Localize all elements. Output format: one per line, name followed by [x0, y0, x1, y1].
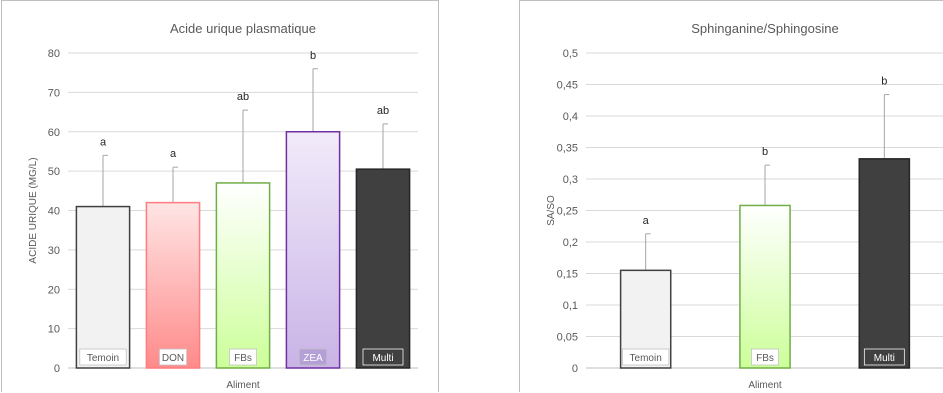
category-label-box [299, 348, 327, 366]
significance-letter: b [881, 76, 887, 88]
significance-letter: ab [377, 105, 389, 117]
uric-acid-chart-panel: Acide urique plasmatique 0 10 20 30 40 50 60 70 8… [1, 0, 439, 392]
significance-letter: b [762, 146, 768, 158]
y-tick-label: 80 [48, 48, 60, 60]
category-label-box [229, 348, 257, 366]
y-tick-label: 0,15 [557, 269, 578, 281]
y-tick-label: 50 [48, 166, 60, 178]
y-tick-label: 0,5 [563, 48, 578, 60]
y-axis-label: SA/SO [546, 195, 557, 226]
category-label: Temoin [630, 353, 662, 364]
y-tick-label: 70 [48, 87, 60, 99]
y-tick-label: 0 [54, 363, 60, 375]
y-tick-label: 0,2 [563, 237, 578, 249]
significance-letter: b [310, 50, 316, 62]
chart-title: Acide urique plasmatique [170, 21, 316, 36]
category-label: FBs [756, 353, 774, 364]
y-tick-label: 40 [48, 206, 60, 218]
category-label-box [159, 348, 187, 366]
category-label-box [863, 348, 905, 366]
bar-multi [858, 158, 911, 369]
significance-letter: a [170, 148, 177, 160]
category-label-box [622, 348, 670, 366]
significance-letter: a [643, 215, 650, 227]
bar-don [145, 201, 201, 369]
chart-title: Sphinganine/Sphingosine [691, 21, 838, 36]
y-tick-label: 0,3 [563, 174, 578, 186]
category-label: ZEA [303, 353, 323, 364]
bar-zea [285, 131, 341, 369]
y-tick-label: 20 [48, 284, 60, 296]
category-label: Multi [372, 353, 393, 364]
x-axis-label: Aliment [748, 380, 782, 391]
category-label-box [362, 348, 404, 366]
y-tick-label: 0,1 [563, 300, 578, 312]
category-label-box [751, 348, 779, 366]
y-tick-label: 0 [572, 363, 578, 375]
category-label-box [79, 348, 127, 366]
bar-fbs [215, 182, 271, 369]
y-axis-label: ACIDE URIQUE (MG/L) [28, 157, 39, 263]
significance-letter: a [100, 136, 107, 148]
x-axis-label: Aliment [226, 380, 260, 391]
y-tick-label: 0,4 [563, 111, 578, 123]
y-tick-label: 60 [48, 127, 60, 139]
y-tick-label: 0,05 [557, 332, 578, 344]
sphinganine-chart-panel: Sphinganine/Sphingosine 0 0,05 0,1 0,15 0,2 0,… [519, 0, 943, 392]
uric-acid-chart: Acide urique plasmatique 0 10 20 30 40 50 60 70 8… [28, 21, 418, 391]
significance-letter: ab [237, 91, 249, 103]
category-label: DON [162, 353, 184, 364]
category-label: Temoin [87, 353, 119, 364]
category-label: FBs [234, 353, 252, 364]
y-tick-label: 10 [48, 324, 60, 336]
bar-multi [355, 168, 411, 369]
category-label: Multi [874, 353, 895, 364]
y-tick-label: 0,35 [557, 143, 578, 155]
bar-fbs [739, 204, 791, 369]
sphinganine-chart: Sphinganine/Sphingosine 0 0,05 0,1 0,15 0,2 0,… [546, 21, 943, 391]
y-tick-label: 30 [48, 245, 60, 257]
y-tick-label: 0,25 [557, 206, 578, 218]
bar-temoin [75, 205, 131, 369]
y-tick-label: 0,45 [557, 80, 578, 92]
